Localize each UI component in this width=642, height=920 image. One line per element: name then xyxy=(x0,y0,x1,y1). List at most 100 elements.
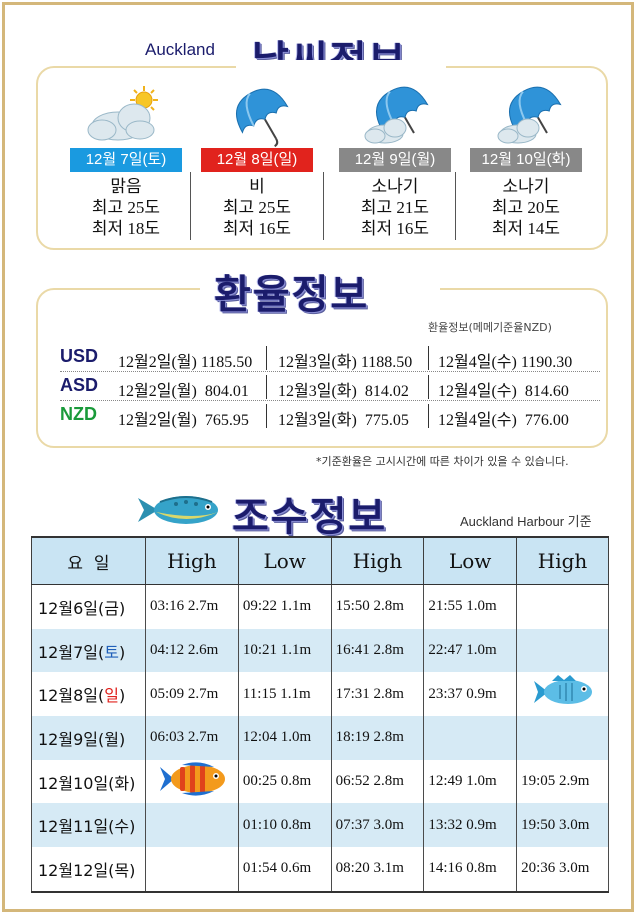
exchange-note: 환율정보(메메기준율NZD) xyxy=(428,321,552,334)
exchange-value: 12월4일(수) 776.00 xyxy=(438,412,569,429)
tide-cell: 21:55 1.0m xyxy=(423,584,518,629)
exchange-panel xyxy=(36,288,608,448)
exchange-title: 환율정보 xyxy=(214,272,370,318)
tide-cell: 11:15 1.1m xyxy=(237,672,332,717)
tide-cell: 08:20 3.1m xyxy=(330,847,425,893)
weather-day-2: 12월 8일(일) 비 최고 25도 최저 16도 xyxy=(187,86,327,239)
weather-low-1: 최저 18도 xyxy=(91,219,161,238)
tide-cell: 06:52 2.8m xyxy=(330,759,425,804)
exchange-value: 12월2일(월) 1185.50 xyxy=(118,354,253,371)
header-high: High xyxy=(516,536,609,585)
umbrella-cloud-icon xyxy=(325,86,465,148)
table-row: 12월7일(토) 04:12 2.6m 10:21 1.1m 16:41 2.8… xyxy=(31,628,609,673)
tide-day: 12월12일(목) xyxy=(31,847,146,893)
tide-cell: 06:03 2.7m xyxy=(144,716,239,760)
exchange-footnote: *기준환율은 고시시간에 따른 차이가 있을 수 있습니다. xyxy=(316,455,569,468)
exchange-value: 12월3일(화) 775.05 xyxy=(278,412,409,429)
tide-cell xyxy=(144,759,239,804)
tide-cell: 22:47 1.0m xyxy=(423,628,518,673)
tide-day: 12월10일(화) xyxy=(31,759,146,804)
weather-divider xyxy=(323,172,324,240)
tide-table: 요 일 High Low High Low High 12월6일(금) 03:1… xyxy=(31,536,609,893)
header-high: High xyxy=(144,536,239,585)
tide-cell xyxy=(423,716,518,760)
weather-high-2: 최고 25도 xyxy=(222,198,292,217)
fish-icon xyxy=(136,490,228,534)
tide-cell: 01:10 0.8m xyxy=(237,803,332,848)
snapper-fish-icon xyxy=(532,674,598,713)
tide-cell: 04:12 2.6m xyxy=(144,628,239,673)
currency-code: ASD xyxy=(60,375,99,395)
tide-cell: 10:21 1.1m xyxy=(237,628,332,673)
tide-cell xyxy=(144,847,239,893)
weather-high-1: 최고 25도 xyxy=(91,198,161,217)
header-low: Low xyxy=(237,536,332,585)
weather-condition-3: 소나기 xyxy=(371,177,419,196)
tide-cell: 13:32 0.9m xyxy=(423,803,518,848)
weather-condition-1: 맑음 xyxy=(110,177,142,196)
weather-date-4: 12월 10일(화) xyxy=(470,148,582,172)
tide-day: 12월6일(금) xyxy=(31,584,146,629)
umbrella-cloud-icon xyxy=(456,86,596,148)
currency-code: NZD xyxy=(60,404,97,424)
weather-day-4: 12월 10일(화) 소나기 최고 20도 최저 14도 xyxy=(456,86,596,239)
header-high: High xyxy=(330,536,425,585)
exchange-row-nzd: NZD 12월2일(월) 765.95 12월3일(화) 775.05 12월4… xyxy=(60,402,600,430)
weather-date-2: 12월 8일(일) xyxy=(201,148,313,172)
weather-high-3: 최고 21도 xyxy=(360,198,430,217)
tide-reference: Auckland Harbour 기준 xyxy=(460,514,592,529)
tide-day: 12월8일(일) xyxy=(31,672,146,717)
tide-cell xyxy=(516,716,609,760)
tide-cell: 18:19 2.8m xyxy=(330,716,425,760)
tide-cell: 00:25 0.8m xyxy=(237,759,332,804)
weather-condition-2: 비 xyxy=(249,177,265,196)
table-row: 12월11일(수) 01:10 0.8m 07:37 3.0m 13:32 0.… xyxy=(31,803,609,848)
tide-cell: 12:04 1.0m xyxy=(237,716,332,760)
tide-day: 12월11일(수) xyxy=(31,803,146,848)
tide-cell: 16:41 2.8m xyxy=(330,628,425,673)
weather-divider xyxy=(455,172,456,240)
weather-high-4: 최고 20도 xyxy=(491,198,561,217)
weather-date-3: 12월 9일(월) xyxy=(339,148,451,172)
tide-header-row: 요 일 High Low High Low High xyxy=(31,536,609,585)
tide-cell: 05:09 2.7m xyxy=(144,672,239,717)
tropical-fish-icon xyxy=(158,762,230,801)
tide-cell xyxy=(144,803,239,848)
weather-condition-4: 소나기 xyxy=(502,177,550,196)
exchange-value: 12월3일(화) 1188.50 xyxy=(278,354,413,371)
tide-cell: 23:37 0.9m xyxy=(423,672,518,717)
table-row: 12월8일(일) 05:09 2.7m 11:15 1.1m 17:31 2.8… xyxy=(31,672,609,717)
tide-cell: 19:05 2.9m xyxy=(516,759,609,804)
weather-day-1: 12월 7일(토) 맑음 최고 25도 최저 18도 xyxy=(56,86,196,239)
exchange-value: 12월2일(월) 804.01 xyxy=(118,383,249,400)
weather-day-3: 12월 9일(월) 소나기 최고 21도 최저 16도 xyxy=(325,86,465,239)
table-row: 12월12일(목) 01:54 0.6m 08:20 3.1m 14:16 0.… xyxy=(31,847,609,893)
weather-date-1: 12월 7일(토) xyxy=(70,148,182,172)
tide-cell: 19:50 3.0m xyxy=(516,803,609,848)
tide-cell xyxy=(516,672,609,717)
exchange-row-usd: USD 12월2일(월) 1185.50 12월3일(화) 1188.50 12… xyxy=(60,344,600,372)
tide-cell: 09:22 1.1m xyxy=(237,584,332,629)
tide-cell: 15:50 2.8m xyxy=(330,584,425,629)
tide-cell: 01:54 0.6m xyxy=(237,847,332,893)
weather-divider xyxy=(190,172,191,240)
tide-title: 조수정보 xyxy=(232,494,388,540)
tide-cell: 14:16 0.8m xyxy=(423,847,518,893)
header-low: Low xyxy=(423,536,518,585)
page-frame xyxy=(2,2,634,912)
exchange-value: 12월4일(수) 814.60 xyxy=(438,383,569,400)
tide-cell: 12:49 1.0m xyxy=(423,759,518,804)
table-row: 12월10일(화) 00:25 0.8m 06:52 2.8m xyxy=(31,759,609,804)
exchange-value: 12월4일(수) 1190.30 xyxy=(438,354,573,371)
currency-code: USD xyxy=(60,346,99,366)
weather-low-4: 최저 14도 xyxy=(491,219,561,238)
exchange-row-asd: ASD 12월2일(월) 804.01 12월3일(화) 814.02 12월4… xyxy=(60,373,600,401)
umbrella-icon xyxy=(187,86,327,148)
weather-low-2: 최저 16도 xyxy=(222,219,292,238)
tide-cell xyxy=(516,584,609,629)
table-row: 12월9일(월) 06:03 2.7m 12:04 1.0m 18:19 2.8… xyxy=(31,716,609,760)
tide-cell: 17:31 2.8m xyxy=(330,672,425,717)
tide-cell xyxy=(516,628,609,673)
weather-location: Auckland xyxy=(145,40,215,59)
header-day: 요 일 xyxy=(31,536,146,585)
